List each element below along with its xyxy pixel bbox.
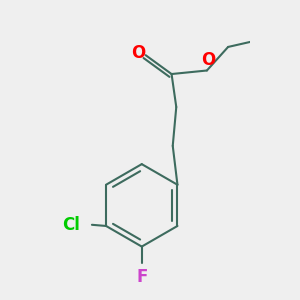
Text: Cl: Cl: [62, 216, 80, 234]
Text: O: O: [201, 51, 215, 69]
Text: O: O: [131, 44, 146, 62]
Text: F: F: [136, 268, 147, 286]
